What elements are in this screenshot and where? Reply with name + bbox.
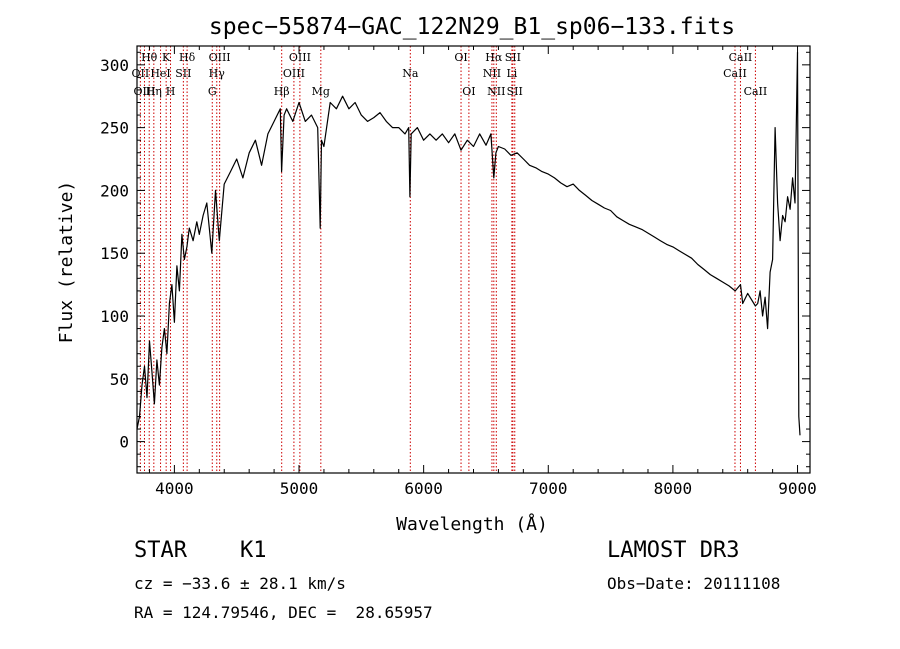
observation-date: Obs−Date: 20111108 xyxy=(607,574,781,593)
spectrum-line xyxy=(136,51,801,436)
x-tick-label: 4000 xyxy=(155,479,194,498)
line-marker-label: G xyxy=(208,85,217,98)
line-marker-label: OI xyxy=(462,85,475,98)
line-marker-label: HeI xyxy=(150,67,170,80)
survey-name: LAMOST DR3 xyxy=(607,538,740,563)
redshift-velocity: cz = −33.6 ± 28.1 km/s xyxy=(134,574,346,593)
line-marker-label: SII xyxy=(507,85,523,98)
line-marker-label: OIII xyxy=(283,67,305,80)
line-marker-label: Hθ xyxy=(141,51,158,64)
line-marker-label: OI xyxy=(454,51,467,64)
line-marker-label: NII xyxy=(483,67,501,80)
x-tick-label: 8000 xyxy=(654,479,693,498)
y-tick-label: 250 xyxy=(100,119,129,138)
ra-dec-coordinates: RA = 124.79546, DEC = 28.65957 xyxy=(134,603,433,622)
x-tick-label: 6000 xyxy=(404,479,443,498)
x-tick-label: 7000 xyxy=(529,479,568,498)
line-marker-label: CaII xyxy=(729,51,753,64)
line-marker-label: Hδ xyxy=(179,51,196,64)
y-tick-label: 0 xyxy=(119,433,129,452)
line-marker-label: SII xyxy=(175,67,191,80)
y-tick-label: 150 xyxy=(100,244,129,263)
line-marker-label: OIII xyxy=(209,51,231,64)
line-marker-label: K xyxy=(162,51,171,64)
object-class: STAR xyxy=(134,538,187,563)
y-tick-label: 50 xyxy=(110,370,129,389)
y-tick-label: 100 xyxy=(100,307,129,326)
line-marker-label: OII xyxy=(132,67,150,80)
line-marker-label: Na xyxy=(402,67,419,80)
y-axis-label: Flux (relative) xyxy=(56,181,77,344)
x-tick-label: 5000 xyxy=(280,479,319,498)
chart-title: spec−55874−GAC_122N29_B1_sp06−133.fits xyxy=(209,14,735,40)
line-marker-label: NII xyxy=(487,85,505,98)
line-marker-label: Hη xyxy=(146,85,162,98)
line-marker-label: Hβ xyxy=(274,85,290,98)
line-marker-label: CaII xyxy=(723,67,747,80)
line-marker-label: SII xyxy=(505,51,521,64)
object-subclass: K1 xyxy=(240,538,267,563)
line-marker-label: CaII xyxy=(744,85,768,98)
line-marker-label: Hα xyxy=(485,51,503,64)
y-tick-label: 200 xyxy=(100,181,129,200)
line-marker-label: Mg xyxy=(312,85,330,98)
line-marker-label: Hγ xyxy=(209,67,226,80)
x-tick-label: 9000 xyxy=(778,479,817,498)
y-tick-label: 300 xyxy=(100,56,129,75)
line-marker-label: OIII xyxy=(289,51,311,64)
x-axis-label: Wavelength (Å) xyxy=(396,513,548,535)
line-marker-label: OIII xyxy=(133,85,155,98)
line-marker-label: H xyxy=(166,85,176,98)
line-marker-label: Li xyxy=(506,67,517,80)
plot-frame xyxy=(136,45,811,474)
